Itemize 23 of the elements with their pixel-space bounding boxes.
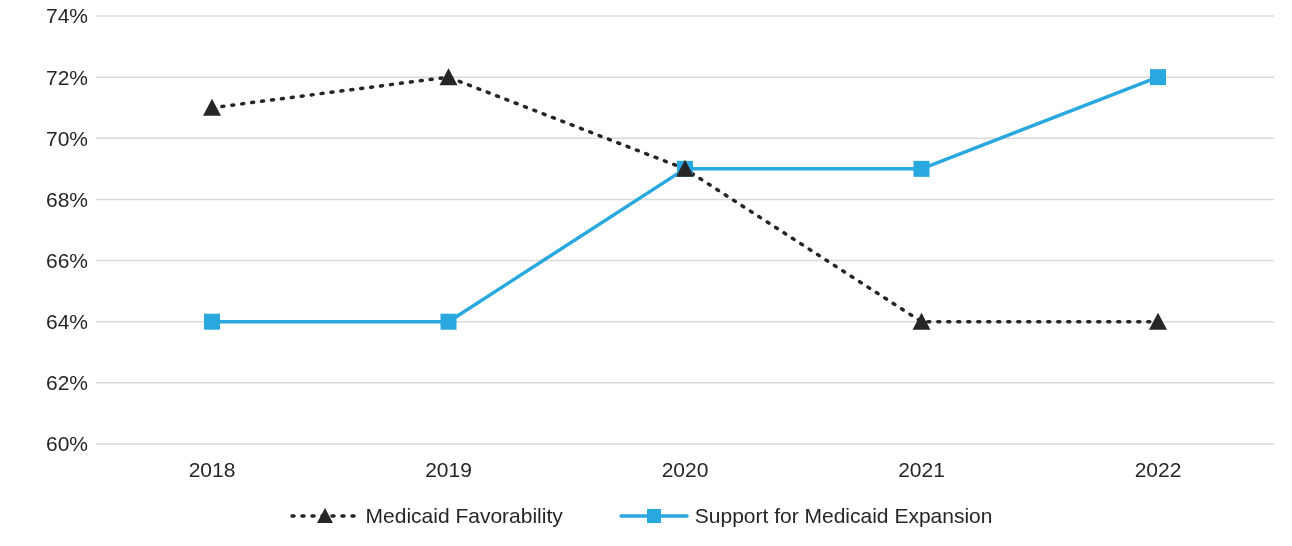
y-tick-label: 66% <box>45 249 88 273</box>
x-tick-label: 2020 <box>661 457 709 481</box>
point <box>912 312 931 330</box>
y-tick-label: 70% <box>45 126 88 150</box>
x-tick-label: 2021 <box>898 457 945 481</box>
x-tick-label: 2022 <box>1134 457 1182 481</box>
point <box>204 313 220 330</box>
point <box>440 313 457 330</box>
y-tick-label: 72% <box>45 65 88 89</box>
x-tick-label: 2019 <box>425 457 472 481</box>
x-tick-label: 2018 <box>188 457 236 481</box>
legend-label: Medicaid Favorability <box>365 504 563 528</box>
y-tick-label: 74% <box>45 4 88 28</box>
point <box>439 68 458 86</box>
point <box>1149 312 1167 330</box>
point <box>1150 69 1166 86</box>
y-tick-label: 64% <box>45 310 88 334</box>
y-tick-label: 62% <box>45 371 88 395</box>
point <box>203 98 221 116</box>
y-tick-label: 68% <box>45 187 88 211</box>
point <box>913 160 930 177</box>
y-tick-label: 60% <box>45 432 88 456</box>
legend-label: Support for Medicaid Expansion <box>694 504 993 528</box>
